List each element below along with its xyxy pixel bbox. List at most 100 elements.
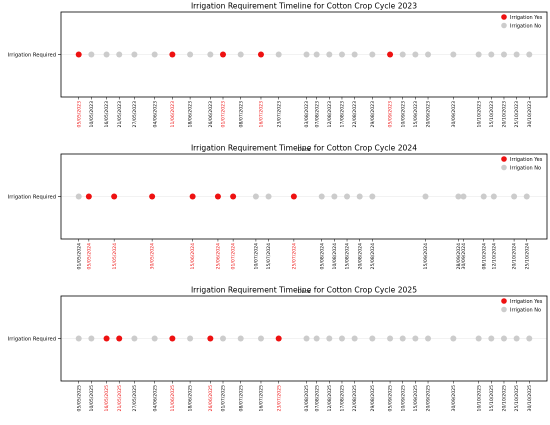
- irrigation-yes-point: [387, 51, 394, 58]
- x-tick-label: 30/09/2025: [451, 385, 457, 412]
- irrigation-no-point: [75, 335, 82, 342]
- irrigation-no-point: [526, 335, 533, 342]
- chart-panel-2: Irrigation Requirement Timeline for Cott…: [8, 144, 548, 295]
- x-tick-label: 16/05/2025: [104, 385, 110, 412]
- irrigation-yes-point: [116, 335, 123, 342]
- x-tick-label: 20/09/2025: [426, 385, 432, 412]
- irrigation-no-point: [475, 51, 482, 58]
- irrigation-yes-point: [169, 335, 176, 342]
- irrigation-yes-point: [214, 193, 221, 200]
- irrigation-no-point: [455, 193, 462, 200]
- x-tick-label: 21/05/2025: [117, 385, 123, 412]
- x-tick-label: 05/09/2023: [388, 101, 394, 128]
- irrigation-no-point: [356, 193, 363, 200]
- irrigation-no-point: [88, 51, 95, 58]
- irrigation-no-point: [412, 51, 419, 58]
- legend: Irrigation Yes Irrigation No: [501, 298, 543, 313]
- irrigation-no-point: [313, 335, 320, 342]
- x-tick-label: 11/06/2025: [170, 385, 176, 412]
- x-tick-label: 10/08/2024: [332, 243, 338, 270]
- legend-yes-marker: [501, 156, 507, 162]
- x-tick-label: 10/05/2025: [89, 385, 95, 412]
- irrigation-yes-point: [75, 51, 82, 58]
- x-tick-label: 22/08/2023: [352, 101, 358, 128]
- x-tick-label: 16/07/2023: [259, 101, 265, 128]
- irrigation-no-point: [313, 51, 320, 58]
- irrigation-no-point: [500, 51, 507, 58]
- irrigation-no-point: [207, 51, 214, 58]
- irrigation-yes-point: [290, 193, 297, 200]
- irrigation-no-point: [344, 193, 351, 200]
- irrigation-no-point: [369, 335, 376, 342]
- x-axis-label: Date: [298, 147, 310, 153]
- x-tick-label: 16/07/2025: [259, 385, 265, 412]
- irrigation-no-point: [257, 335, 264, 342]
- legend: Irrigation Yes Irrigation No: [501, 14, 543, 29]
- x-tick-label: 15/10/2023: [489, 101, 495, 128]
- irrigation-no-point: [326, 335, 333, 342]
- irrigation-no-point: [303, 335, 310, 342]
- x-tick-label: 15/07/2024: [266, 243, 272, 270]
- legend-yes-marker: [501, 298, 507, 304]
- irrigation-no-point: [399, 335, 406, 342]
- x-tick-label: 20/10/2025: [502, 385, 508, 412]
- x-tick-label: 17/08/2023: [340, 101, 346, 128]
- irrigation-no-point: [252, 193, 259, 200]
- x-tick-label: 10/10/2023: [476, 101, 482, 128]
- legend-no-marker: [501, 22, 507, 29]
- x-tick-label: 25/06/2024: [216, 243, 222, 270]
- x-tick-label: 01/07/2024: [231, 243, 237, 270]
- irrigation-no-point: [75, 193, 82, 200]
- x-tick-label: 03/08/2023: [304, 101, 310, 128]
- x-tick-label: 10/10/2025: [476, 385, 482, 412]
- irrigation-yes-point: [149, 193, 156, 200]
- irrigation-no-point: [275, 51, 282, 58]
- x-tick-label: 30/10/2025: [527, 385, 533, 412]
- irrigation-yes-point: [257, 51, 264, 58]
- legend-no-marker: [501, 306, 507, 313]
- irrigation-yes-point: [111, 193, 118, 200]
- y-tick-label: Irrigation Required: [8, 336, 56, 342]
- irrigation-no-point: [351, 51, 358, 58]
- irrigation-yes-point: [85, 193, 92, 200]
- irrigation-yes-point: [169, 51, 176, 58]
- irrigation-no-point: [187, 335, 194, 342]
- irrigation-no-point: [412, 335, 419, 342]
- x-tick-label: 20/10/2024: [512, 243, 518, 270]
- irrigation-no-point: [513, 51, 520, 58]
- irrigation-no-point: [513, 335, 520, 342]
- x-tick-label: 12/08/2025: [327, 385, 333, 412]
- x-tick-label: 10/07/2024: [254, 243, 260, 270]
- x-tick-label: 30/10/2023: [527, 101, 533, 128]
- irrigation-no-point: [131, 335, 138, 342]
- x-tick-label: 05/05/2023: [76, 101, 82, 128]
- irrigation-no-point: [480, 193, 487, 200]
- irrigation-no-point: [303, 51, 310, 58]
- chart-panel-3: Irrigation Requirement Timeline for Cott…: [8, 286, 548, 412]
- irrigation-no-point: [475, 335, 482, 342]
- irrigation-yes-point: [230, 193, 237, 200]
- irrigation-no-point: [131, 51, 138, 58]
- x-tick-label: 08/10/2024: [481, 243, 487, 270]
- x-tick-label: 05/05/2025: [76, 385, 82, 412]
- x-tick-label: 04/06/2023: [152, 101, 158, 128]
- x-tick-label: 30/09/2023: [451, 101, 457, 128]
- irrigation-yes-point: [189, 193, 196, 200]
- x-tick-label: 15/09/2023: [413, 101, 419, 128]
- irrigation-no-point: [265, 193, 272, 200]
- legend-yes-label: Irrigation Yes: [510, 299, 543, 305]
- irrigation-no-point: [338, 51, 345, 58]
- x-tick-label: 18/06/2025: [188, 385, 194, 412]
- x-tick-label: 01/07/2023: [221, 101, 227, 128]
- legend-yes-label: Irrigation Yes: [510, 15, 543, 21]
- x-tick-label: 12/10/2024: [491, 243, 497, 270]
- x-tick-label: 03/08/2025: [304, 385, 310, 412]
- irrigation-no-point: [500, 335, 507, 342]
- irrigation-no-point: [369, 51, 376, 58]
- x-tick-label: 20/10/2023: [502, 101, 508, 128]
- x-tick-label: 01/07/2025: [221, 385, 227, 412]
- legend-yes-marker: [501, 14, 507, 20]
- x-tick-label: 20/09/2023: [426, 101, 432, 128]
- x-tick-label: 26/06/2025: [208, 385, 214, 412]
- irrigation-no-point: [116, 51, 123, 58]
